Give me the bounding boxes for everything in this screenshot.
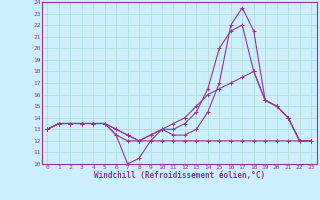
X-axis label: Windchill (Refroidissement éolien,°C): Windchill (Refroidissement éolien,°C) (94, 171, 265, 180)
